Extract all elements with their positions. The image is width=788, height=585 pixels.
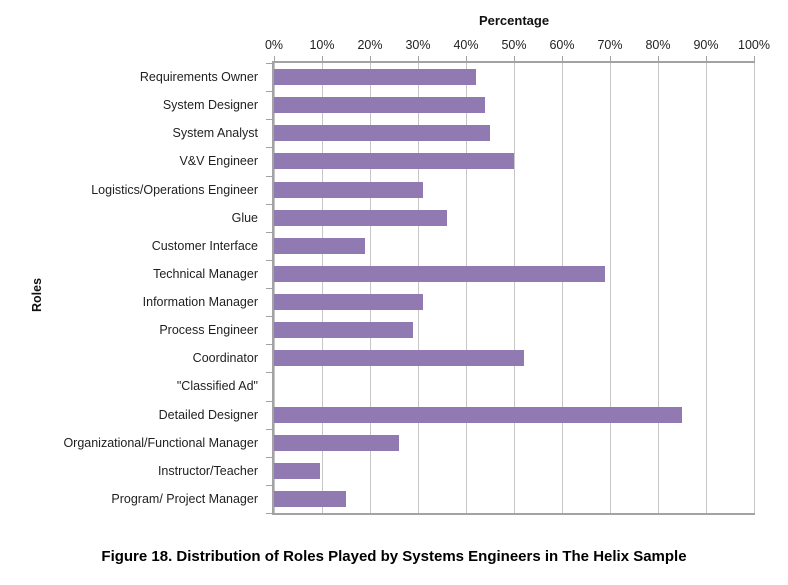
figure-caption: Figure 18. Distribution of Roles Played …: [101, 548, 687, 565]
category-label: Detailed Designer: [158, 407, 258, 422]
x-tick-label: 100%: [738, 38, 770, 52]
y-tick-mark: [266, 400, 272, 402]
category-label: Glue: [231, 210, 258, 225]
category-label: Customer Interface: [151, 238, 258, 253]
x-tick-mark: [706, 56, 707, 61]
x-tick-mark: [466, 56, 467, 61]
bar: [274, 237, 366, 254]
y-tick-mark: [266, 203, 272, 205]
category-label: V&V Engineer: [179, 154, 258, 169]
gridline: [466, 63, 467, 513]
x-tick-mark: [418, 56, 419, 61]
bar: [274, 350, 524, 367]
category-label: System Analyst: [172, 126, 258, 141]
y-tick-mark: [266, 456, 272, 458]
y-tick-mark: [266, 119, 272, 121]
y-axis-line: [272, 61, 274, 515]
bar: [274, 265, 606, 282]
category-label: Instructor/Teacher: [157, 463, 258, 478]
bar: [274, 434, 399, 451]
x-tick-label: 60%: [549, 38, 575, 52]
y-tick-mark: [266, 372, 272, 374]
gridline: [370, 63, 371, 513]
plot-area: [266, 56, 755, 515]
x-axis-line: [273, 61, 755, 63]
bar: [274, 153, 514, 170]
gridline: [514, 63, 515, 513]
x-tick-label: 0%: [264, 38, 284, 52]
category-label: Technical Manager: [153, 266, 258, 281]
bar: [274, 209, 447, 226]
gridline: [322, 63, 323, 513]
x-tick-mark: [754, 56, 755, 61]
x-tick-mark: [610, 56, 611, 61]
x-tick-label: 20%: [357, 38, 383, 52]
gridline: [658, 63, 659, 513]
x-tick-label: 70%: [597, 38, 623, 52]
category-label: Organizational/Functional Manager: [63, 435, 258, 450]
y-tick-mark: [266, 63, 272, 64]
gridline: [418, 63, 419, 513]
y-tick-mark: [266, 175, 272, 177]
bar: [274, 406, 682, 423]
bar: [274, 97, 486, 114]
x-tick-mark: [274, 56, 275, 61]
x-axis-tick-labels: 0% 10% 20% 30% 40% 50% 60% 70% 80% 90% 100%: [265, 38, 770, 56]
x-tick-label: 40%: [453, 38, 479, 52]
y-tick-mark: [266, 147, 272, 149]
y-tick-mark: [266, 513, 272, 514]
category-label: Process Engineer: [159, 323, 258, 338]
plot-bottom-line: [273, 513, 755, 515]
category-label: Requirements Owner: [139, 70, 258, 84]
x-tick-label: 80%: [645, 38, 671, 52]
category-label: System Designer: [162, 98, 258, 113]
y-tick-mark: [266, 484, 272, 486]
gridline: [562, 63, 563, 513]
bar: [274, 490, 346, 507]
x-tick-label: 90%: [693, 38, 719, 52]
category-label: "Classified Ad": [176, 379, 258, 394]
x-axis-title: Percentage: [478, 13, 550, 28]
x-tick-mark: [658, 56, 659, 61]
y-tick-mark: [266, 91, 272, 93]
y-tick-mark: [266, 259, 272, 261]
gridline: [754, 63, 755, 513]
y-tick-mark: [266, 288, 272, 289]
x-tick-label: 10%: [309, 38, 335, 52]
bar: [274, 322, 414, 339]
bar: [274, 294, 423, 311]
x-tick-label: 50%: [501, 38, 527, 52]
category-label: Program/ Project Manager: [111, 491, 258, 506]
bar: [274, 181, 423, 198]
bar: [274, 69, 476, 86]
x-tick-mark: [370, 56, 371, 61]
category-label: Coordinator: [192, 351, 258, 366]
gridline: [610, 63, 611, 513]
bar: [274, 462, 320, 479]
y-tick-mark: [266, 428, 272, 430]
y-tick-mark: [266, 344, 272, 346]
x-tick-label: 30%: [405, 38, 431, 52]
category-label: Logistics/Operations Engineer: [91, 182, 258, 197]
y-tick-mark: [266, 316, 272, 318]
bar: [274, 125, 490, 142]
x-tick-mark: [322, 56, 323, 61]
category-label: Information Manager: [142, 295, 258, 309]
x-tick-mark: [562, 56, 563, 61]
gridline: [706, 63, 707, 513]
x-tick-mark: [514, 56, 515, 61]
gridline: [274, 63, 275, 513]
y-axis-category-labels: Requirements Owner System Designer System …: [0, 63, 266, 513]
y-tick-mark: [266, 231, 272, 233]
